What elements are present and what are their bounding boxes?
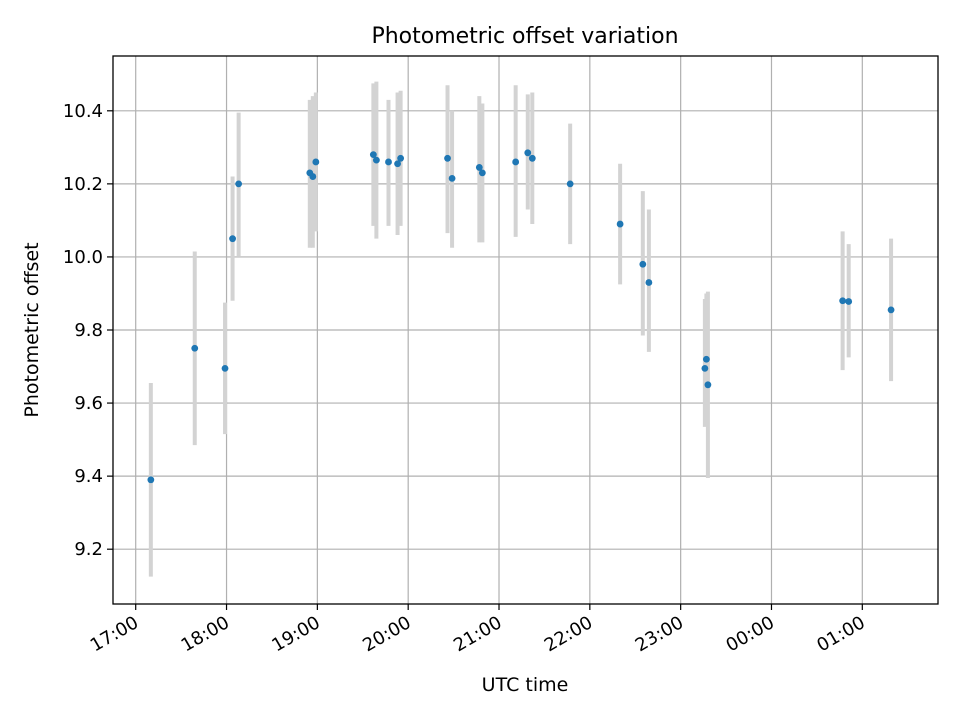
data-point bbox=[475, 164, 483, 171]
data-point bbox=[221, 364, 229, 372]
error-bars bbox=[148, 81, 894, 577]
data-point bbox=[845, 298, 853, 305]
y-tick-label: 9.6 bbox=[74, 393, 103, 414]
x-tick-label: 21:00 bbox=[450, 612, 505, 656]
data-point bbox=[444, 154, 451, 162]
data-point bbox=[309, 173, 317, 180]
data-point bbox=[385, 158, 392, 166]
data-point bbox=[528, 154, 536, 162]
data-point bbox=[887, 306, 895, 314]
data-point bbox=[312, 158, 320, 166]
y-tick-label: 9.2 bbox=[74, 539, 103, 560]
data-point bbox=[397, 154, 405, 162]
data-point bbox=[839, 297, 847, 305]
data-point bbox=[369, 151, 377, 159]
data-point bbox=[394, 160, 401, 168]
y-tick-label: 10.0 bbox=[63, 247, 103, 268]
data-point bbox=[372, 156, 380, 164]
x-tick-label: 19:00 bbox=[268, 612, 323, 656]
data-point bbox=[147, 476, 155, 484]
x-tick-label: 01:00 bbox=[813, 612, 868, 656]
y-tick-label: 9.8 bbox=[74, 320, 103, 341]
y-tick-label: 10.4 bbox=[63, 101, 103, 122]
x-tick-label: 17:00 bbox=[87, 612, 142, 656]
data-points bbox=[147, 149, 895, 484]
y-tick-label: 9.4 bbox=[74, 466, 103, 487]
x-tick-label: 00:00 bbox=[723, 612, 778, 656]
x-tick-label: 22:00 bbox=[541, 612, 596, 656]
chart-title: Photometric offset variation bbox=[371, 24, 678, 49]
y-tick-label: 10.2 bbox=[63, 174, 103, 195]
x-axis-label: UTC time bbox=[482, 674, 569, 696]
x-tick-label: 23:00 bbox=[632, 612, 687, 656]
data-point bbox=[639, 260, 647, 268]
x-tick-label: 20:00 bbox=[359, 612, 414, 656]
data-point bbox=[229, 235, 236, 243]
data-point bbox=[645, 279, 653, 286]
data-point bbox=[235, 180, 243, 188]
data-point bbox=[704, 381, 712, 389]
data-point bbox=[448, 174, 456, 182]
y-axis-label: Photometric offset bbox=[21, 242, 43, 417]
data-point bbox=[512, 158, 520, 166]
x-tick-label: 18:00 bbox=[178, 612, 233, 656]
data-point bbox=[566, 180, 574, 188]
data-point bbox=[701, 364, 709, 372]
data-point bbox=[616, 220, 624, 228]
data-point bbox=[702, 355, 710, 363]
data-point bbox=[524, 149, 532, 157]
data-point bbox=[478, 169, 486, 177]
data-point bbox=[191, 344, 199, 352]
grid bbox=[113, 56, 938, 604]
